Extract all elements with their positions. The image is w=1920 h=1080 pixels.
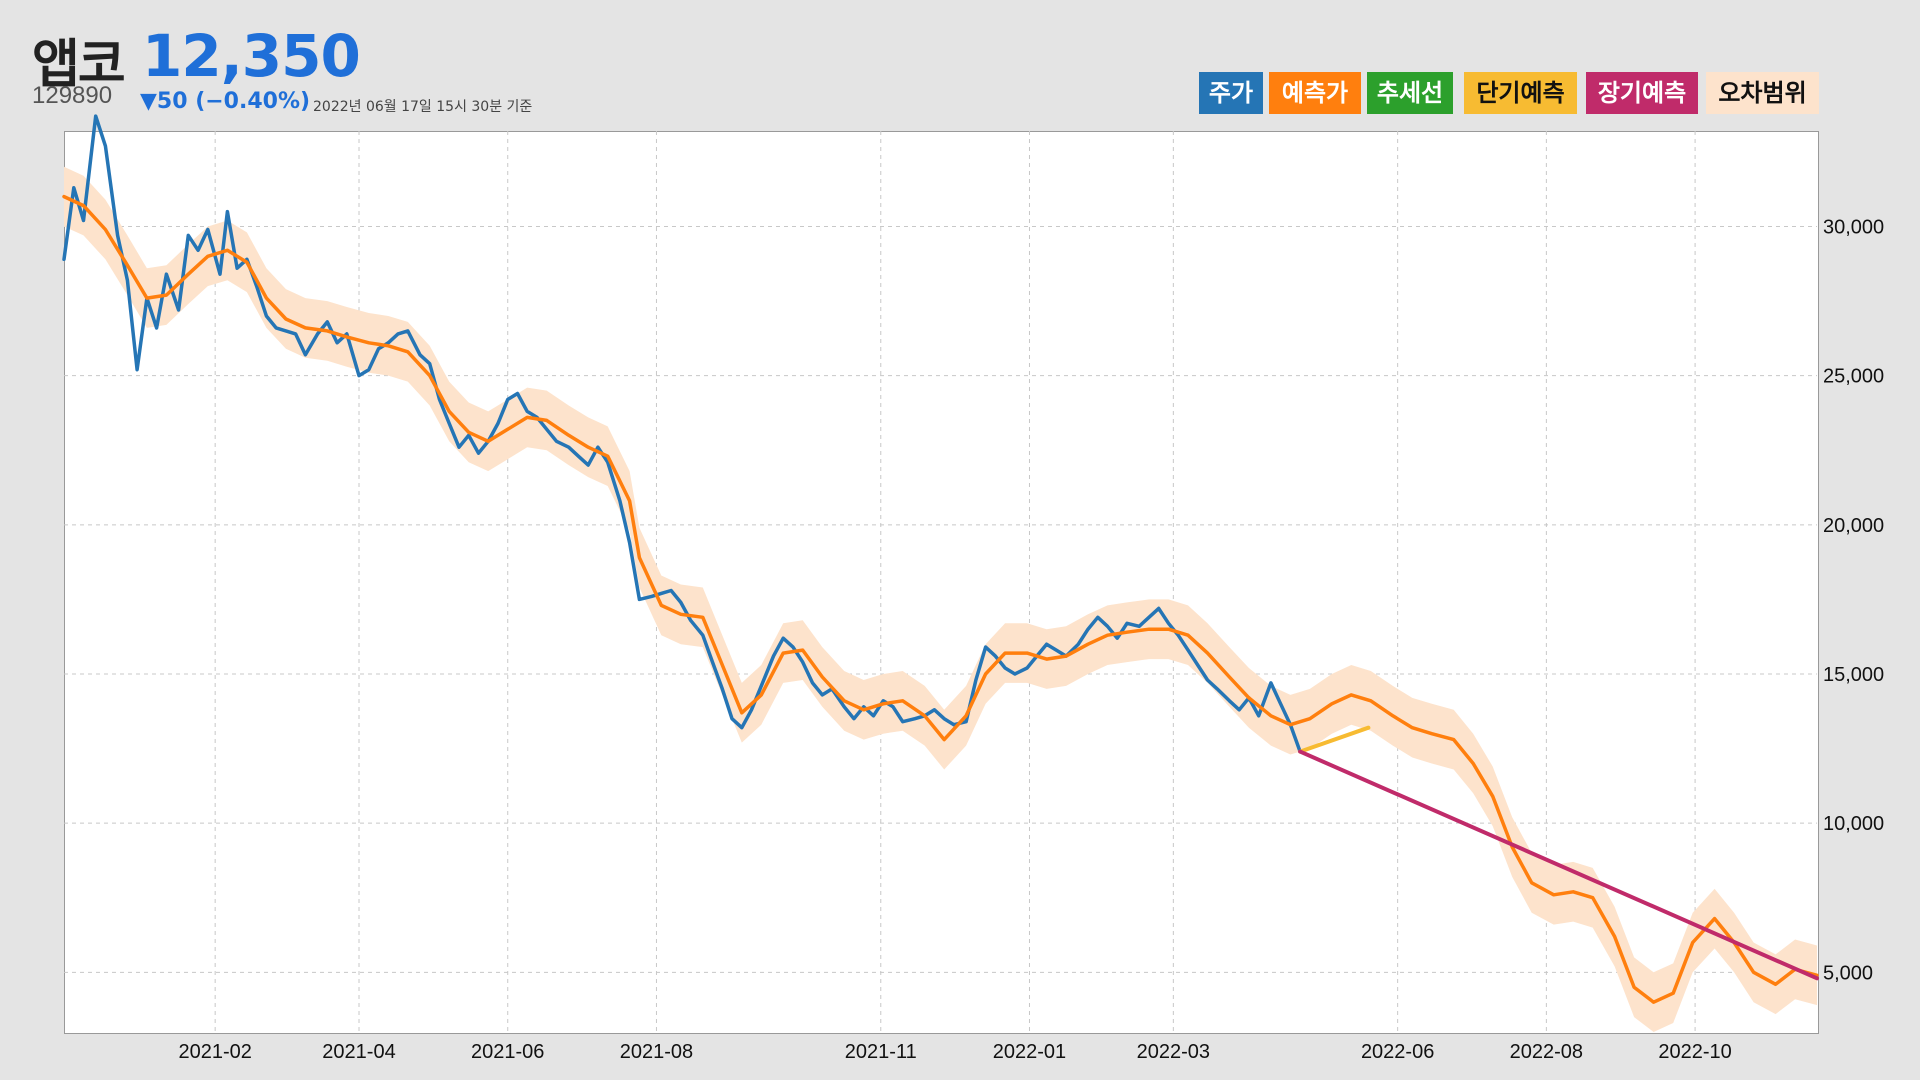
legend-label: 주가 [1208, 79, 1254, 107]
y-tick-label: 20,000 [1823, 515, 1884, 537]
x-tick-label: 2021-11 [845, 1041, 917, 1063]
legend-item-trendline[interactable]: 추세선 [1367, 72, 1453, 114]
x-tick-label: 2021-08 [620, 1041, 693, 1063]
y-tick-label: 25,000 [1823, 366, 1884, 388]
stock-header: 앱코 12,350 129890 ▼50 (−0.40%) 2022년 06월 … [0, 0, 1920, 128]
legend-label: 오차범위 [1718, 79, 1807, 107]
stock-code: 129890 [32, 82, 113, 109]
stock-name: 앱코 [32, 35, 126, 95]
series-line [1298, 749, 1819, 981]
legend-item-short-term[interactable]: 단기예측 [1464, 72, 1577, 114]
x-tick-label: 2022-08 [1510, 1041, 1583, 1063]
x-tick-label: 2022-03 [1137, 1041, 1210, 1063]
y-tick-label: 5,000 [1823, 962, 1873, 984]
as-of-timestamp: 2022년 06월 17일 15시 30분 기준 [313, 99, 533, 115]
y-tick-label: 10,000 [1823, 813, 1884, 835]
y-tick-label: 15,000 [1823, 664, 1884, 686]
series-line [1298, 725, 1371, 754]
legend-label: 장기예측 [1597, 79, 1687, 107]
legend-item-long-term[interactable]: 장기예측 [1586, 72, 1698, 114]
legend-item-forecast[interactable]: 예측가 [1269, 72, 1361, 114]
y-tick-label: 30,000 [1823, 216, 1884, 238]
x-tick-label: 2021-04 [322, 1041, 395, 1063]
legend-item-error-range[interactable]: 오차범위 [1706, 72, 1819, 114]
legend-label: 추세선 [1376, 79, 1444, 107]
chart-legend: 주가 예측가 추세선 단기예측 장기예측 오차범위 [1199, 72, 1819, 114]
price-change: ▼50 (−0.40%) [140, 89, 311, 114]
series-line [62, 194, 1819, 1004]
x-tick-label: 2022-01 [993, 1041, 1066, 1063]
x-tick-label: 2021-02 [178, 1041, 251, 1063]
series-line [62, 114, 1302, 754]
current-price: 12,350 [142, 22, 361, 90]
legend-label: 단기예측 [1476, 79, 1565, 107]
legend-label: 예측가 [1281, 79, 1349, 107]
error-range-band [64, 166, 1817, 1033]
x-tick-label: 2021-06 [471, 1041, 544, 1063]
legend-item-price[interactable]: 주가 [1199, 72, 1263, 114]
x-tick-label: 2022-06 [1361, 1041, 1434, 1063]
x-tick-label: 2022-10 [1658, 1041, 1731, 1063]
